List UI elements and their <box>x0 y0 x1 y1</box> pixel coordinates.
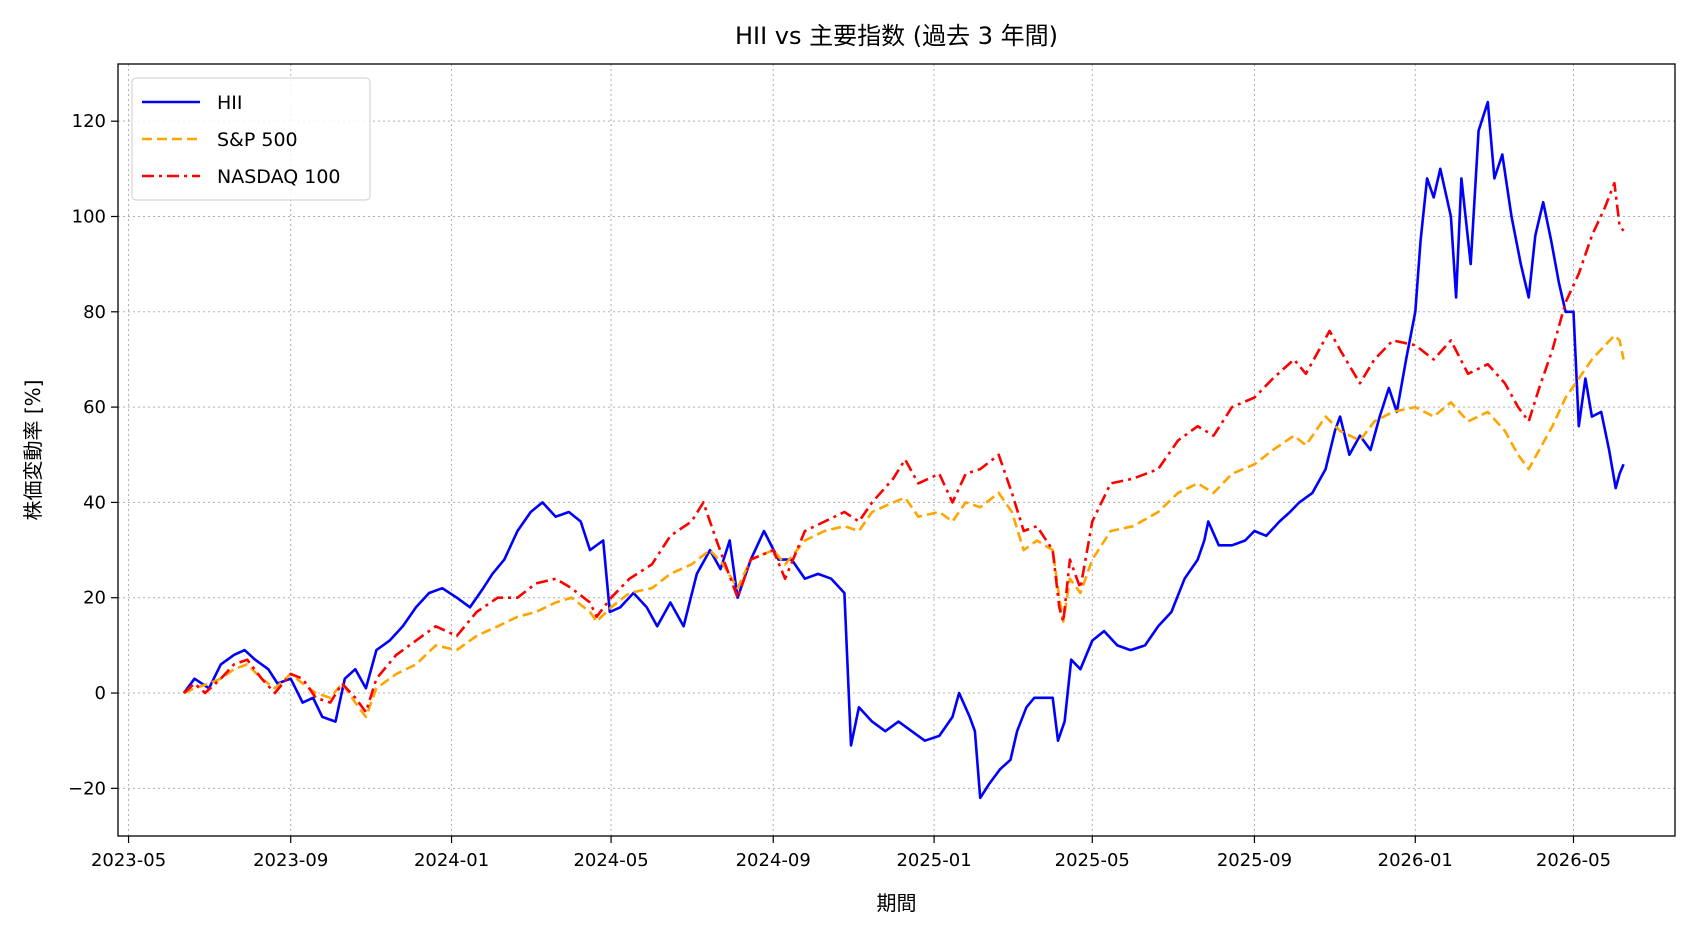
y-tick-label: 100 <box>72 206 106 227</box>
legend: HII S&P 500 NASDAQ 100 <box>131 77 371 201</box>
x-axis-title: 期間 <box>877 891 917 915</box>
x-tick-label: 2024-01 <box>414 850 489 871</box>
y-axis-title: 株価変動率 [%] <box>21 380 45 521</box>
series-line <box>182 100 1625 800</box>
grid <box>118 64 1675 836</box>
series-line <box>183 334 1625 719</box>
legend-label: NASDAQ 100 <box>217 166 341 188</box>
x-tick-label: 2026-01 <box>1378 850 1453 871</box>
plot-frame <box>117 63 1676 837</box>
y-tick-label: 20 <box>83 588 106 609</box>
x-tick-label: 2025-09 <box>1217 850 1292 871</box>
y-tick-label: −20 <box>68 778 106 799</box>
legend-box <box>131 77 371 201</box>
x-tick-label: 2025-05 <box>1055 850 1130 871</box>
x-tick-label: 2026-05 <box>1536 850 1611 871</box>
legend-label: S&P 500 <box>217 129 298 151</box>
series-line <box>183 181 1625 714</box>
chart-title: HII vs 主要指数 (過去 3 年間) <box>735 22 1058 50</box>
y-tick-label: 40 <box>83 492 106 513</box>
y-tick-label: 60 <box>83 397 106 418</box>
axes: 2023-05 2023-09 2024-01 2024-05 2024-09 2025-… <box>68 111 1611 871</box>
x-tick-label: 2023-09 <box>253 850 328 871</box>
series-layer <box>182 100 1625 800</box>
x-tick-label: 2024-05 <box>573 850 648 871</box>
y-tick-label: 0 <box>95 683 106 704</box>
x-tick-label: 2023-05 <box>91 850 166 871</box>
y-tick-label: 80 <box>83 302 106 323</box>
x-tick-label: 2025-01 <box>896 850 971 871</box>
legend-label: HII <box>217 92 243 114</box>
x-tick-label: 2024-09 <box>736 850 811 871</box>
y-tick-label: 120 <box>72 111 106 132</box>
